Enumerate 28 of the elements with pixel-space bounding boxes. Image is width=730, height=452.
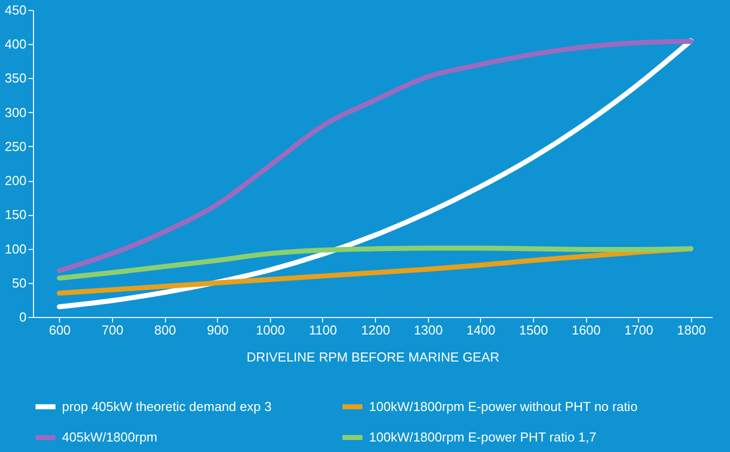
y-tick-label: 100: [4, 241, 26, 256]
y-tick-label: 200: [4, 173, 26, 188]
y-tick-label: 250: [4, 138, 26, 154]
x-tick-label: 1400: [466, 322, 496, 338]
x-tick-label: 1500: [519, 322, 548, 338]
legend-label: 100kW/1800rpm E-power PHT ratio 1,7: [369, 430, 596, 444]
x-tick-label: 900: [206, 322, 229, 338]
legend-label: 405kW/1800rpm: [62, 430, 158, 444]
x-tick-label: 800: [154, 322, 176, 338]
y-tick-label: 300: [4, 104, 26, 120]
y-tick-label: 400: [4, 36, 26, 52]
x-tick-label: 1800: [676, 322, 706, 338]
x-tick-label: 1000: [256, 322, 285, 338]
x-tick-label: 1300: [414, 322, 443, 338]
legend-label: 100kW/1800rpm E-power without PHT no ratio: [369, 398, 638, 414]
legend-label: prop 405kW theoretic demand exp 3: [62, 398, 272, 414]
y-tick-label: 150: [4, 207, 26, 222]
y-tick-label: 50: [12, 275, 26, 290]
y-tick-label: 0: [19, 310, 26, 324]
x-tick-label: 1100: [309, 322, 337, 338]
x-tick-label: 1200: [361, 322, 390, 338]
x-tick-label: 600: [48, 322, 71, 338]
x-tick-label: 700: [102, 322, 124, 338]
x-tick-label: 1600: [572, 322, 601, 338]
y-tick-label: 350: [4, 70, 26, 86]
x-axis-title: DRIVELINE RPM BEFORE MARINE GEAR: [246, 350, 500, 364]
y-tick-label: 450: [4, 2, 26, 18]
x-tick-label: 1700: [624, 322, 654, 338]
